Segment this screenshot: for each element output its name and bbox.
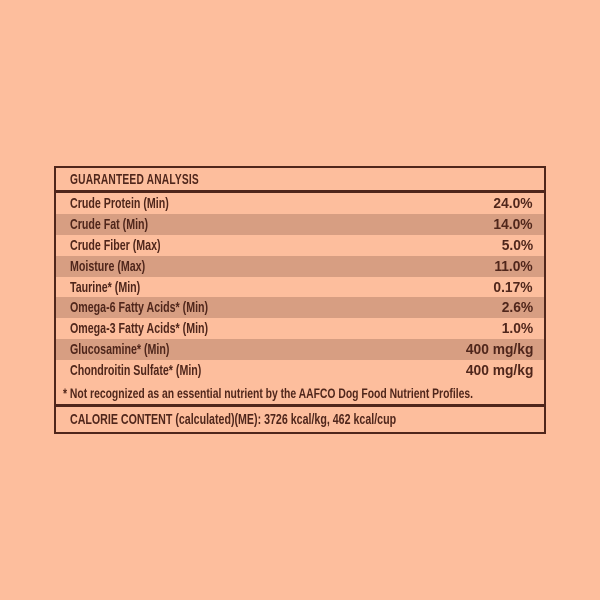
panel-header: GUARANTEED ANALYSIS	[56, 168, 544, 193]
nutrient-value: 11.0%	[494, 257, 533, 275]
nutrient-value: 5.0%	[501, 236, 533, 254]
nutrient-label: Glucosamine* (Min)	[70, 341, 170, 359]
nutrient-label: Taurine* (Min)	[70, 278, 141, 296]
nutrient-table: Crude Protein (Min) 24.0% Crude Fat (Min…	[56, 193, 544, 381]
nutrient-label: Omega-3 Fatty Acids* (Min)	[70, 320, 209, 338]
nutrient-value: 400 mg/kg	[465, 341, 533, 359]
nutrient-row: Omega-6 Fatty Acids* (Min) 2.6%	[56, 297, 544, 319]
nutrient-row: Crude Fat (Min) 14.0%	[56, 213, 544, 235]
nutrient-row: Crude Fiber (Max) 5.0%	[56, 235, 544, 256]
nutrient-label: Crude Fiber (Max)	[70, 236, 161, 254]
aafco-footnote: * Not recognized as an essential nutrien…	[56, 381, 544, 407]
nutrient-row: Chondroitin Sulfate* (Min) 400 mg/kg	[56, 360, 544, 381]
nutrient-value: 24.0%	[493, 194, 533, 212]
nutrient-row: Crude Protein (Min) 24.0%	[56, 193, 544, 214]
calorie-content-text: CALORIE CONTENT (calculated)(ME): 3726 k…	[70, 411, 397, 428]
nutrient-label: Omega-6 Fatty Acids* (Min)	[70, 299, 209, 317]
nutrient-value: 400 mg/kg	[465, 362, 533, 380]
nutrient-label: Chondroitin Sulfate* (Min)	[70, 362, 202, 380]
nutrient-label: Crude Fat (Min)	[70, 215, 149, 233]
nutrient-row: Glucosamine* (Min) 400 mg/kg	[56, 339, 544, 361]
calorie-content-row: CALORIE CONTENT (calculated)(ME): 3726 k…	[56, 407, 544, 432]
panel-title: GUARANTEED ANALYSIS	[70, 170, 199, 188]
nutrient-value: 2.6%	[501, 299, 533, 317]
nutrient-value: 0.17%	[493, 278, 533, 296]
nutrient-row: Taurine* (Min) 0.17%	[56, 277, 544, 298]
nutrient-value: 1.0%	[501, 320, 533, 338]
nutrient-row: Moisture (Max) 11.0%	[56, 255, 544, 277]
nutrient-value: 14.0%	[493, 215, 533, 233]
nutrient-label: Crude Protein (Min)	[70, 194, 169, 212]
guaranteed-analysis-panel: GUARANTEED ANALYSIS Crude Protein (Min) …	[54, 166, 546, 434]
footnote-text: * Not recognized as an essential nutrien…	[63, 384, 474, 401]
nutrient-row: Omega-3 Fatty Acids* (Min) 1.0%	[56, 318, 544, 339]
nutrient-label: Moisture (Max)	[70, 257, 146, 275]
